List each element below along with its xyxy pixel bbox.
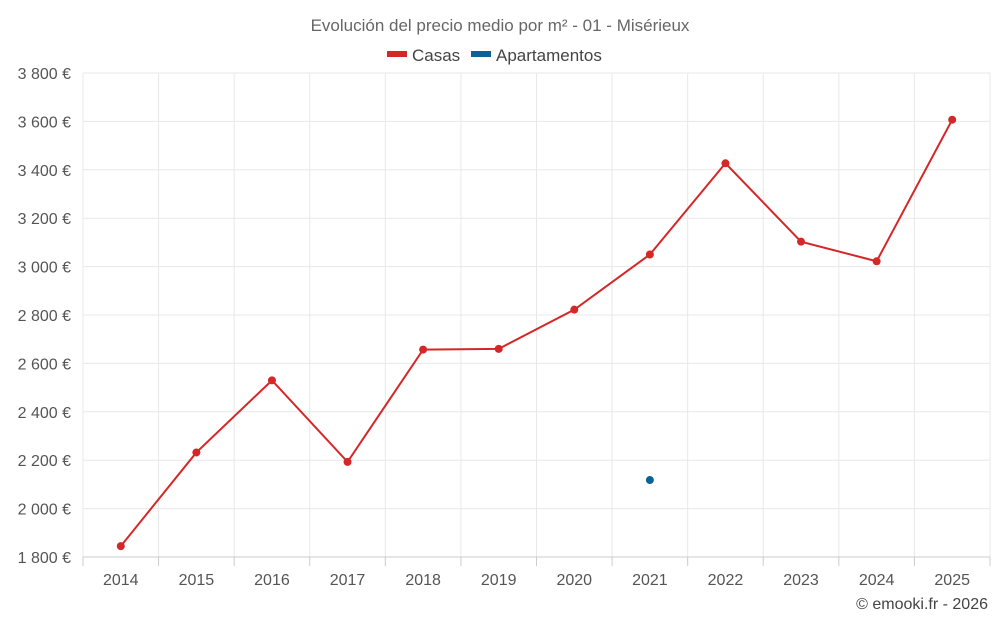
- grid: [82, 72, 991, 557]
- y-tick-label: 1 800 €: [18, 550, 71, 567]
- y-tick-label: 2 600 €: [18, 356, 71, 373]
- data-point-casas[interactable]: [494, 344, 503, 353]
- series-casas: [116, 115, 957, 551]
- x-tick-label: 2018: [405, 572, 441, 589]
- data-point-casas[interactable]: [267, 376, 276, 385]
- series: [116, 115, 957, 551]
- data-point-casas[interactable]: [570, 305, 579, 314]
- data-point-casas[interactable]: [116, 542, 125, 551]
- axes: 1 800 € 2 000 € 2 200 € 2 400 € 2 600 € 2 800…: [18, 66, 991, 589]
- series-line-casas: [120, 119, 954, 547]
- y-tick-label: 2 000 €: [18, 502, 71, 519]
- data-point-casas[interactable]: [192, 448, 201, 457]
- x-tick-label: 2025: [934, 572, 970, 589]
- y-tick-label: 3 800 €: [18, 66, 71, 83]
- x-tick-label: 2017: [330, 572, 366, 589]
- x-tick-label: 2020: [556, 572, 592, 589]
- y-tick-label: 2 400 €: [18, 405, 71, 422]
- data-point-casas[interactable]: [948, 115, 957, 124]
- x-tick-label: 2015: [179, 572, 215, 589]
- legend-label-casas: Casas: [412, 46, 460, 65]
- x-tick-label: 2016: [254, 572, 290, 589]
- x-tick-label: 2021: [632, 572, 668, 589]
- data-point-apartamentos[interactable]: [645, 476, 654, 485]
- x-tick-label: 2022: [708, 572, 744, 589]
- y-tick-label: 3 400 €: [18, 163, 71, 180]
- credit-text: © emooki.fr - 2026: [856, 596, 988, 613]
- series-apartamentos: [645, 476, 654, 485]
- y-tick-label: 2 200 €: [18, 453, 71, 470]
- y-tick-label: 3 000 €: [18, 260, 71, 277]
- data-point-casas[interactable]: [721, 159, 730, 168]
- y-tick-label: 3 200 €: [18, 211, 71, 228]
- data-point-casas[interactable]: [419, 345, 428, 354]
- x-tick-label: 2019: [481, 572, 517, 589]
- legend-item-casas[interactable]: Casas: [387, 46, 460, 65]
- legend-swatch-casas: [387, 51, 407, 57]
- y-tick-label: 3 600 €: [18, 114, 71, 131]
- data-point-casas[interactable]: [872, 257, 881, 266]
- x-tick-label: 2024: [859, 572, 895, 589]
- y-tick-label: 2 800 €: [18, 308, 71, 325]
- legend-swatch-apartamentos: [471, 51, 491, 57]
- data-point-casas[interactable]: [343, 457, 352, 466]
- legend: Casas Apartamentos: [387, 46, 602, 65]
- x-tick-label: 2023: [783, 572, 819, 589]
- x-tick-label: 2014: [103, 572, 139, 589]
- data-point-casas[interactable]: [797, 237, 806, 246]
- legend-label-apartamentos: Apartamentos: [496, 46, 602, 65]
- data-point-casas[interactable]: [645, 250, 654, 259]
- chart-title: Evolución del precio medio por m² - 01 -…: [311, 16, 690, 35]
- legend-item-apartamentos[interactable]: Apartamentos: [471, 46, 602, 65]
